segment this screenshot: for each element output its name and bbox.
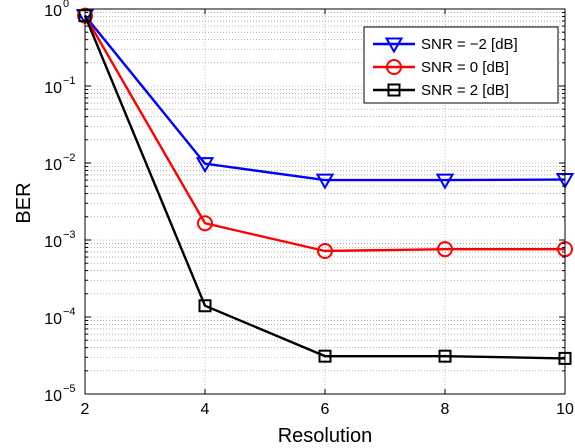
legend-item: SNR = −2 [dB] [373, 36, 518, 54]
series-line [83, 15, 566, 360]
series-layer [75, 7, 575, 365]
y-tick-label-exponent: −2 [63, 152, 76, 164]
y-tick-label: 10 −2 [44, 152, 75, 174]
y-tick-label: 10 −4 [44, 306, 75, 328]
y-tick-label-exponent: −1 [63, 75, 76, 87]
y-tick-label-base: 10 [44, 3, 62, 20]
y-tick-label: 10 −3 [44, 229, 75, 251]
y-tick-label-base: 10 [44, 388, 62, 405]
series-line [83, 15, 565, 253]
legend-label: SNR = −2 [dB] [421, 36, 518, 53]
legend-label: SNR = 0 [dB] [421, 59, 509, 76]
y-axis-label: BER [13, 182, 35, 223]
legend-marker [386, 59, 402, 75]
legend-item: SNR = 0 [dB] [373, 59, 509, 76]
data-point [318, 349, 332, 363]
x-tick-label: 2 [81, 401, 90, 418]
y-tick-label: 10 −5 [44, 383, 75, 405]
y-tick-label-base: 10 [44, 80, 62, 97]
y-tick-label-base: 10 [44, 311, 62, 328]
x-tick-labels: 2 4 6 8 10 [81, 401, 574, 418]
legend-marker [384, 37, 404, 54]
y-tick-label-exponent: −3 [63, 229, 76, 241]
x-tick-label: 8 [441, 401, 450, 418]
y-tick-label-base: 10 [44, 157, 62, 174]
x-axis-label: Resolution [278, 425, 373, 447]
data-point [198, 299, 212, 313]
legend-item: SNR = 2 [dB] [373, 82, 509, 99]
legend-marker [387, 83, 401, 97]
series-1 [75, 9, 575, 190]
data-point [435, 173, 455, 190]
data-point [315, 173, 335, 190]
y-tick-label-exponent: −5 [63, 383, 76, 395]
data-point [197, 215, 213, 232]
y-tick-label: 10 0 [44, 0, 69, 20]
data-point [317, 242, 333, 259]
data-point [438, 349, 452, 363]
data-point [195, 157, 215, 174]
legend: SNR = −2 [dB] SNR = 0 [dB] SNR = 2 [dB] [363, 26, 559, 104]
y-tick-label-exponent: −4 [63, 306, 76, 318]
ticks [84, 9, 566, 395]
series-line [84, 14, 566, 182]
x-tick-label: 4 [201, 401, 210, 418]
x-tick-label: 10 [556, 401, 574, 418]
y-tick-label-base: 10 [44, 234, 62, 251]
y-tick-label: 10 −1 [44, 75, 75, 97]
series-3 [78, 9, 572, 365]
data-point [437, 241, 453, 258]
y-tick-label-exponent: 0 [63, 0, 69, 10]
legend-label: SNR = 2 [dB] [421, 82, 509, 99]
x-tick-label: 6 [321, 401, 330, 418]
